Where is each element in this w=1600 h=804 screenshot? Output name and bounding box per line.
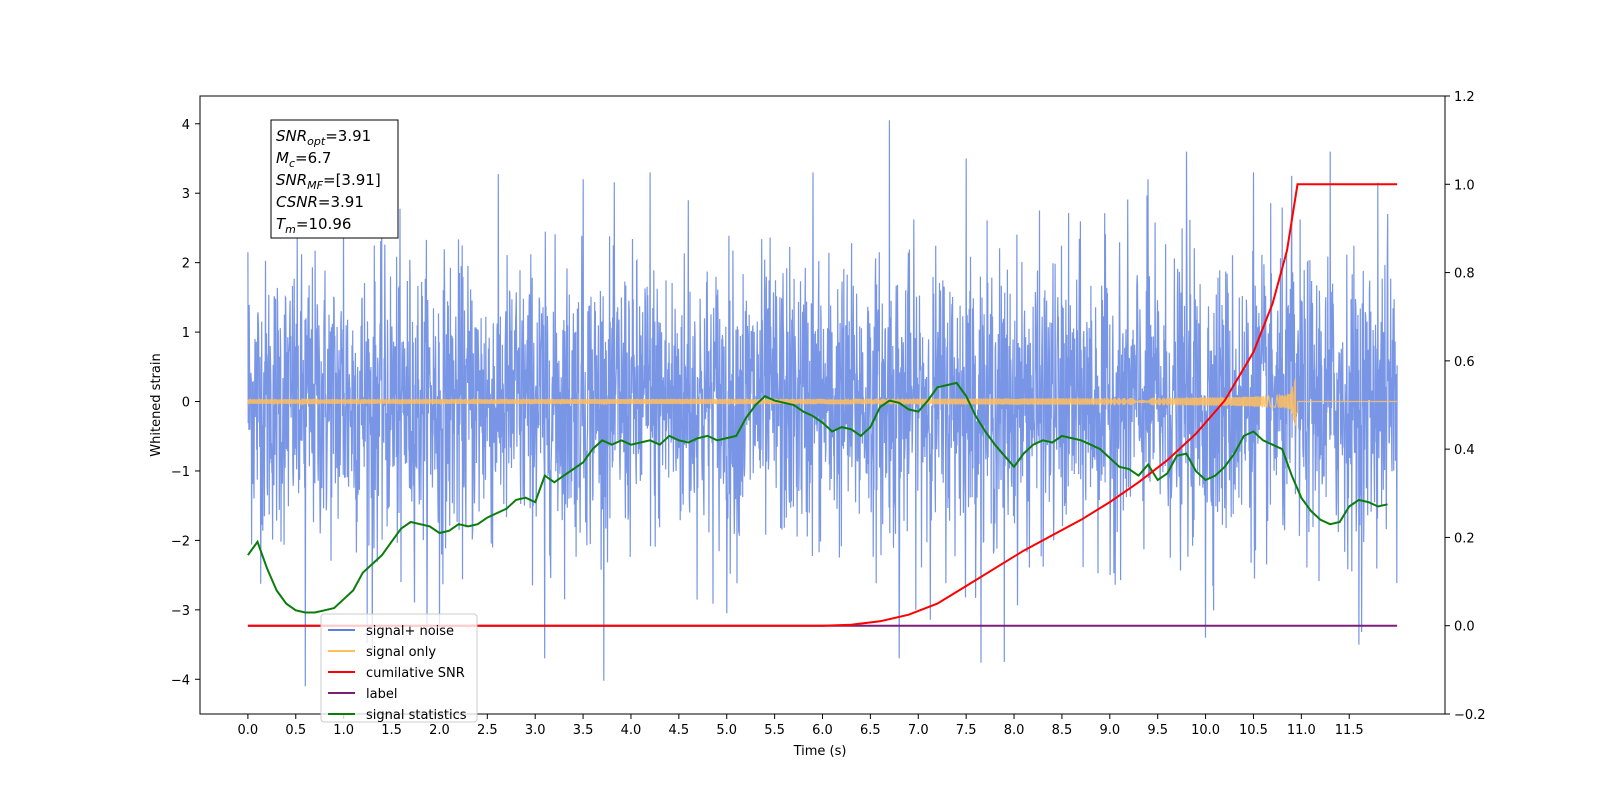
x-tick-label: 0.0: [238, 723, 259, 738]
y2-tick-label: 0.0: [1454, 620, 1475, 635]
x-tick-label: 4.0: [621, 723, 642, 738]
x-tick-label: 9.5: [1147, 723, 1168, 738]
legend-entry-label: signal only: [366, 645, 436, 660]
y2-tick-label: 1.0: [1454, 178, 1475, 193]
legend-frame: [320, 613, 478, 723]
x-tick-label: 11.0: [1287, 723, 1316, 738]
x-tick-label: 9.0: [1099, 723, 1120, 738]
x-tick-label: 2.5: [477, 723, 498, 738]
x-tick-label: 3.0: [525, 723, 546, 738]
y-tick-label: 4: [182, 118, 190, 133]
x-tick-label: 5.5: [764, 723, 785, 738]
y-axis-label: Whitened strain: [149, 353, 164, 456]
legend-entry-label: label: [366, 687, 397, 702]
x-tick-label: 1.0: [333, 723, 354, 738]
legend: signal+ noise signal only cumilative SNR la…: [320, 613, 478, 723]
y-tick-label: −3: [171, 604, 190, 619]
annotation-line: Mc=6.7: [276, 149, 331, 170]
x-tick-label: 6.5: [860, 723, 881, 738]
y-tick-label: −2: [171, 534, 190, 549]
x-tick-label: 8.0: [1004, 723, 1025, 738]
y-tick-label: 2: [182, 257, 190, 272]
x-tick-label: 7.5: [956, 723, 977, 738]
x-tick-label: 3.5: [573, 723, 594, 738]
x-tick-label: 11.5: [1335, 723, 1364, 738]
x-tick-label: 10.5: [1239, 723, 1268, 738]
y2-tick-label: 0.2: [1454, 531, 1475, 546]
y-axis-left: 4 3 2 1 0 −1 −2 −3 −4: [171, 118, 200, 688]
annotation-line: CSNR=3.91: [276, 193, 364, 211]
x-tick-label: 1.5: [381, 723, 402, 738]
x-axis: 0.0 0.5 1.0 1.5 2.0 2.5 3.0 3.5 4.0 4.5 5.0 5.5 6.0 6…: [238, 714, 1364, 738]
y-tick-label: −1: [171, 465, 190, 480]
annotation-line: SNRMF=[3.91]: [276, 171, 381, 192]
y2-tick-label: 1.2: [1454, 90, 1475, 105]
x-tick-label: 4.5: [669, 723, 690, 738]
x-tick-label: 2.0: [429, 723, 450, 738]
annotation-frame: [270, 119, 399, 239]
x-tick-label: 7.0: [908, 723, 929, 738]
series-line-signal-noise: [247, 120, 1398, 687]
annotation-line: Tm=10.96: [276, 215, 351, 236]
x-tick-label: 6.0: [812, 723, 833, 738]
y-tick-label: 3: [182, 187, 190, 202]
y2-tick-label: −0.2: [1454, 708, 1486, 723]
series-line-signal-statistics: [247, 381, 1388, 614]
y-tick-label: 1: [182, 326, 190, 341]
series-line-cumulative-snr: [247, 183, 1398, 627]
annotation-line: SNRopt=3.91: [276, 127, 371, 148]
y2-tick-label: 0.4: [1454, 443, 1475, 458]
legend-entry-label: signal+ noise: [366, 624, 454, 639]
x-tick-label: 0.5: [285, 723, 306, 738]
x-tick-label: 8.5: [1052, 723, 1073, 738]
y-tick-label: 0: [182, 396, 190, 411]
x-axis-label: Time (s): [793, 744, 847, 759]
y-tick-label: −4: [171, 673, 190, 688]
legend-entry-label: signal statistics: [366, 708, 467, 723]
series-line-signal-only: [247, 378, 1398, 426]
x-tick-label: 10.0: [1191, 723, 1220, 738]
y2-tick-label: 0.8: [1454, 267, 1475, 282]
legend-entry-label: cumilative SNR: [366, 666, 465, 681]
x-tick-label: 5.0: [716, 723, 737, 738]
y-axis-right: 1.2 1.0 0.8 0.6 0.4 0.2 0.0 −0.2: [1445, 90, 1486, 723]
y2-tick-label: 0.6: [1454, 355, 1475, 370]
